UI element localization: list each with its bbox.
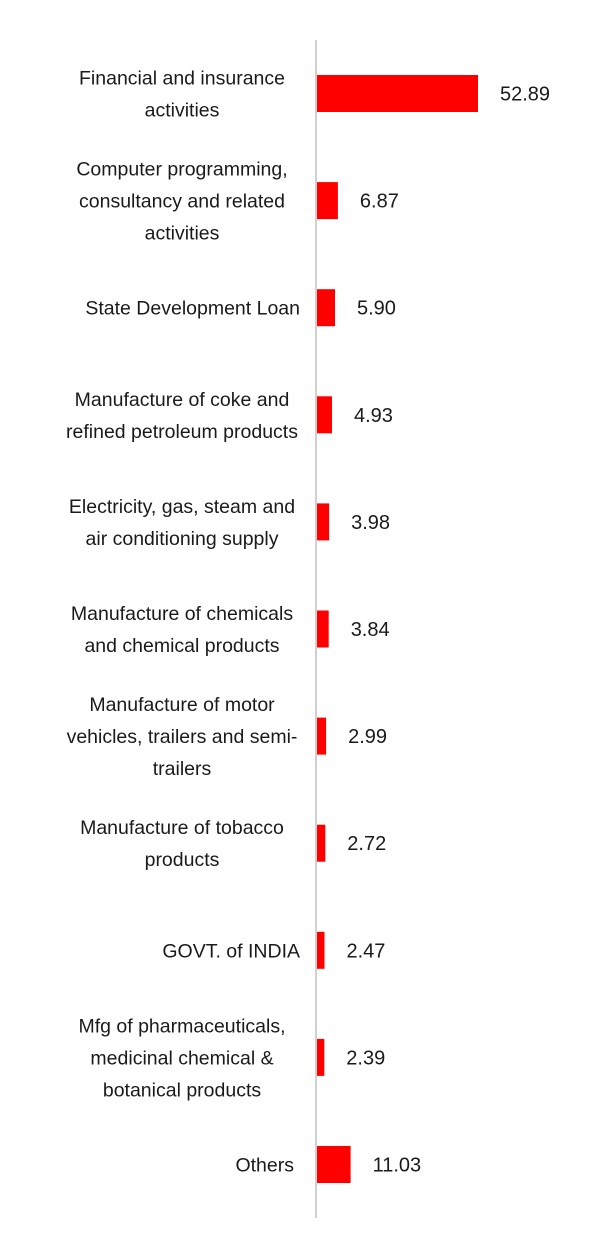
category-label-line: air conditioning supply — [86, 528, 279, 550]
category-label: Manufacture of motor vehicles, trailers a… — [67, 694, 298, 780]
category-label: Manufacture of coke and refined petroleum… — [66, 389, 298, 443]
bar-value-label: 2.39 — [346, 1047, 385, 1069]
category-labels-group: Financial and insurance activitiesCompute… — [66, 68, 300, 1177]
category-label-line: Computer programming, — [76, 159, 287, 181]
bar-value-label: 3.98 — [351, 512, 390, 534]
bars-group — [317, 75, 478, 1183]
bar — [317, 824, 326, 862]
category-label: State Development Loan — [85, 298, 300, 320]
category-label-line: vehicles, trailers and semi- — [67, 726, 298, 748]
category-label-line: refined petroleum products — [66, 421, 298, 443]
category-label-line: products — [145, 849, 220, 871]
bar-value-label: 2.99 — [348, 726, 387, 748]
category-label-line: Manufacture of coke and — [75, 389, 290, 411]
bar — [317, 1146, 351, 1183]
category-label-line: activities — [145, 100, 220, 122]
bar — [317, 289, 335, 327]
bar — [317, 931, 325, 969]
bar-value-label: 6.87 — [360, 191, 399, 213]
category-label-line: GOVT. of INDIA — [162, 940, 300, 962]
category-label-line: botanical products — [103, 1079, 262, 1101]
category-label-line: consultancy and related — [79, 191, 285, 213]
category-label: Financial and insurance activities — [79, 68, 285, 122]
bar-value-label: 52.89 — [500, 84, 550, 106]
bar-value-label: 3.84 — [351, 619, 390, 641]
category-label-line: activities — [145, 223, 220, 245]
category-label: Mfg of pharmaceuticals, medicinal chemica… — [78, 1015, 285, 1101]
bar-value-label: 2.72 — [347, 833, 386, 855]
category-label-line: Manufacture of tobacco — [80, 817, 284, 839]
bar-value-label: 4.93 — [354, 405, 393, 427]
category-label-line: Electricity, gas, steam and — [69, 496, 295, 518]
bar — [317, 503, 330, 541]
category-label: GOVT. of INDIA — [162, 940, 300, 962]
bar — [317, 717, 327, 755]
category-label-line: and chemical products — [84, 635, 279, 657]
category-label: Electricity, gas, steam and air condition… — [69, 496, 295, 550]
category-label-line: Financial and insurance — [79, 68, 285, 90]
category-label-line: State Development Loan — [85, 298, 300, 320]
category-label-line: Mfg of pharmaceuticals, — [78, 1015, 285, 1037]
bar-value-label: 11.03 — [373, 1155, 422, 1177]
category-label-line: Manufacture of chemicals — [71, 603, 293, 625]
category-label-line: Manufacture of motor — [89, 694, 275, 716]
bar — [317, 1038, 325, 1076]
category-label: Computer programming, consultancy and rel… — [76, 159, 287, 245]
category-label: Others — [235, 1155, 294, 1177]
bar — [317, 610, 329, 648]
bar — [317, 396, 332, 434]
category-label-line: trailers — [153, 758, 212, 780]
category-label: Manufacture of tobacco products — [80, 817, 284, 871]
value-labels-group: 52.89 6.87 5.90 4.93 3.98 3.84 2.99 2.72 2.47 2.3… — [346, 84, 550, 1177]
category-label: Manufacture of chemicals and chemical pro… — [71, 603, 293, 657]
category-label-line: medicinal chemical & — [90, 1047, 273, 1069]
bar — [317, 75, 478, 112]
bar-value-label: 5.90 — [357, 298, 396, 320]
bar-value-label: 2.47 — [347, 940, 386, 962]
category-label-line: Others — [235, 1155, 294, 1177]
bar — [317, 182, 338, 220]
